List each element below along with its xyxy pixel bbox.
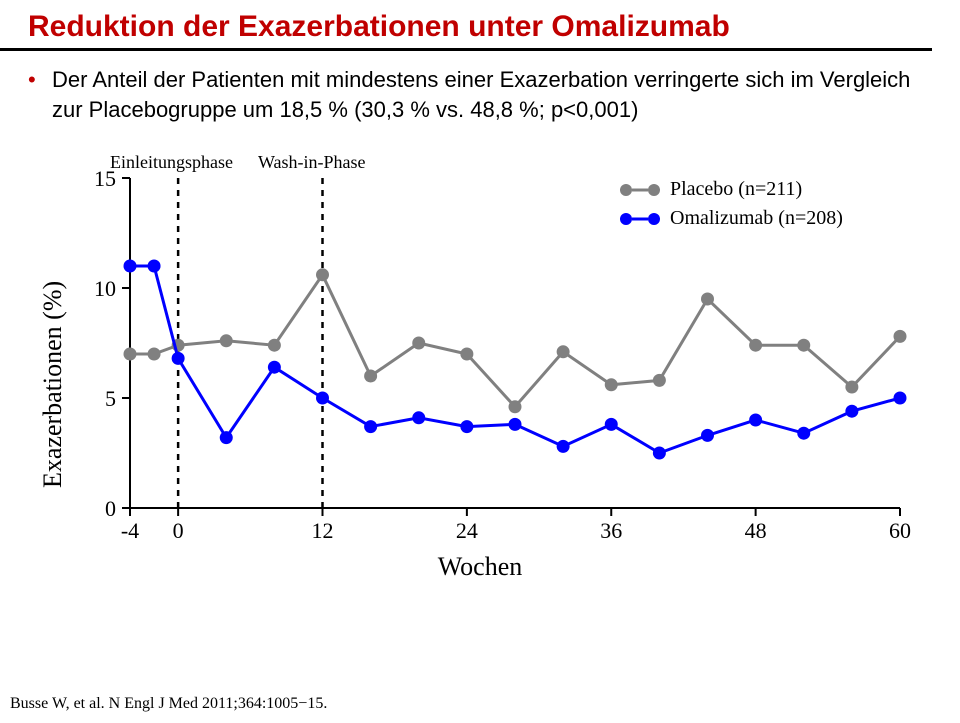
x-tick-label: 60: [884, 518, 916, 544]
x-tick-label: 48: [740, 518, 772, 544]
chart-container: Einleitungsphase Wash-in-Phase Exazerbat…: [20, 148, 940, 578]
x-tick-label: -4: [114, 518, 146, 544]
y-tick-label: 10: [94, 276, 116, 302]
line-chart: [20, 148, 940, 548]
citation: Busse W, et al. N Engl J Med 2011;364:10…: [10, 695, 327, 713]
x-tick-label: 36: [595, 518, 627, 544]
x-axis-label: Wochen: [20, 552, 940, 582]
bullet-paragraph: • Der Anteil der Patienten mit mindesten…: [0, 51, 960, 124]
bullet-marker: •: [28, 65, 36, 95]
x-tick-label: 24: [451, 518, 483, 544]
y-tick-label: 15: [94, 166, 116, 192]
x-tick-label: 0: [162, 518, 194, 544]
x-tick-label: 12: [307, 518, 339, 544]
bullet-text: Der Anteil der Patienten mit mindestens …: [52, 67, 910, 122]
y-tick-label: 5: [105, 386, 116, 412]
page-title: Reduktion der Exazerbationen unter Omali…: [0, 0, 960, 48]
